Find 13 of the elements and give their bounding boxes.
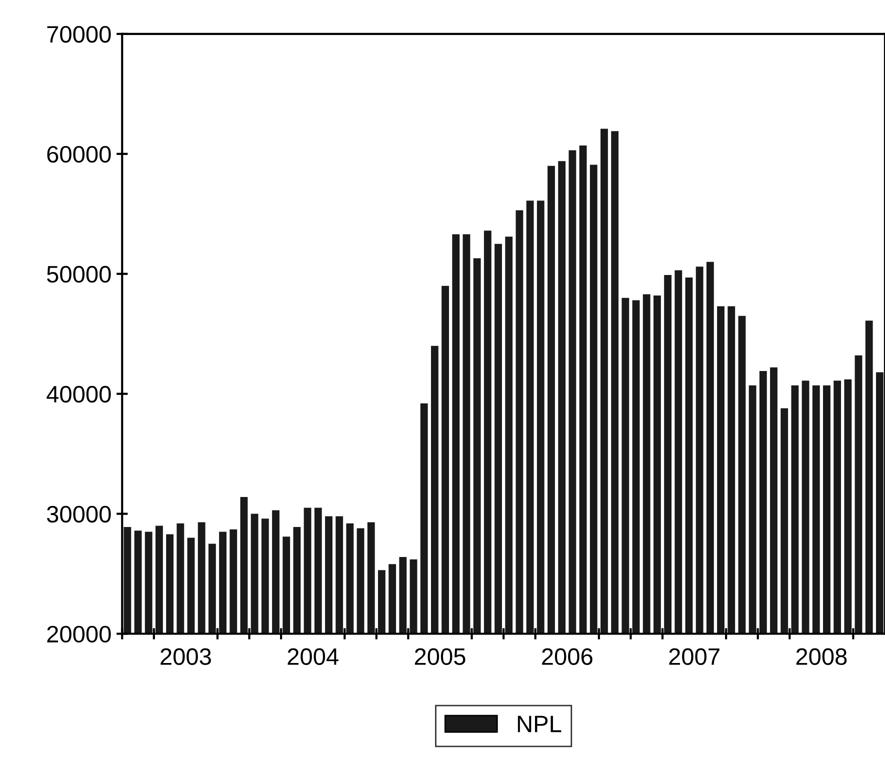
x-tick-label: 2003 [160, 648, 211, 665]
y-tick-label: 50000 [47, 266, 111, 283]
y-tick-label: 60000 [47, 146, 111, 163]
y-tick-label: 20000 [47, 626, 111, 643]
y-tick-label: 30000 [46, 506, 111, 523]
x-tick-label: 2005 [414, 648, 466, 665]
x-tick-label: 2006 [542, 648, 592, 665]
x-tick-label: 2008 [796, 648, 847, 665]
y-tick-label: 40000 [46, 386, 111, 403]
legend-label: NPL [518, 716, 562, 732]
x-tick-label: 2004 [288, 648, 338, 665]
x-tick-label: 2007 [669, 648, 720, 665]
y-tick-label: 70000 [47, 26, 111, 43]
